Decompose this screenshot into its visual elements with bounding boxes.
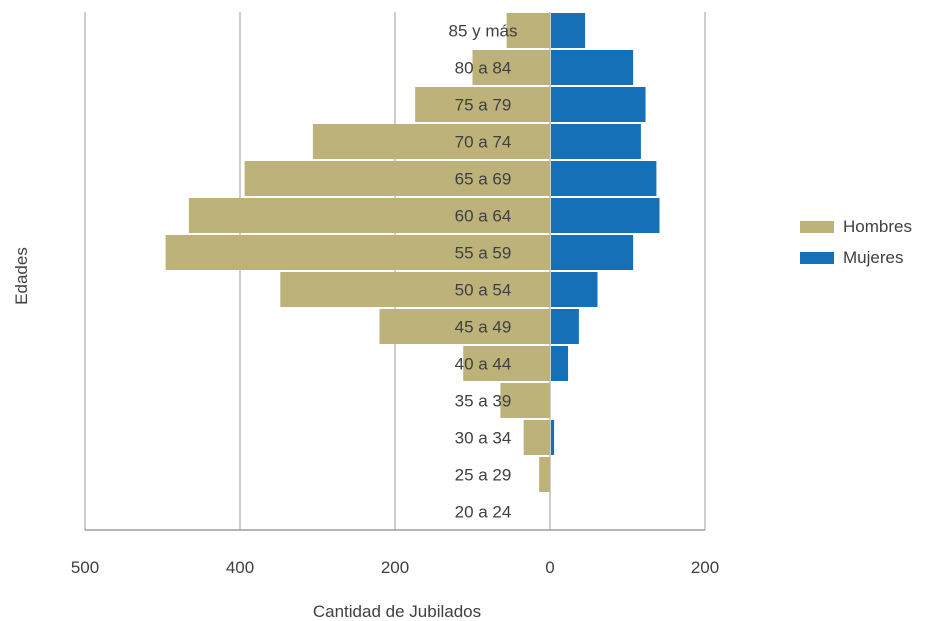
- bar-mujeres-65-a-69: [551, 161, 657, 196]
- category-label: 65 a 69: [455, 170, 512, 189]
- category-label: 40 a 44: [455, 355, 512, 374]
- category-label: 25 a 29: [455, 466, 512, 485]
- x-axis-title: Cantidad de Jubilados: [313, 602, 481, 621]
- x-tick-label: 0: [545, 558, 554, 577]
- bars: [165, 13, 660, 492]
- bar-mujeres-60-a-64: [551, 198, 660, 233]
- bar-mujeres-50-a-54: [551, 272, 598, 307]
- bar-hombres-30-a-34: [523, 420, 550, 455]
- category-label: 55 a 59: [455, 244, 512, 263]
- category-label: 50 a 54: [455, 281, 512, 300]
- bar-mujeres-85-y-mas: [551, 13, 586, 48]
- category-labels: 85 y más 80 a 84 75 a 79 70 a 74 65 a 69 60 a…: [449, 22, 518, 522]
- bar-hombres-80-a-84: [472, 50, 550, 85]
- legend-swatch-hombres: [800, 221, 834, 233]
- bar-mujeres-45-a-49: [551, 309, 579, 344]
- category-label: 85 y más: [449, 22, 518, 41]
- bar-hombres-65-a-69: [244, 161, 550, 196]
- legend-label-hombres: Hombres: [843, 217, 912, 236]
- x-axis: 500 400 200 0 200: [71, 529, 719, 577]
- x-tick-label: 200: [381, 558, 409, 577]
- category-label: 75 a 79: [455, 96, 512, 115]
- bar-mujeres-30-a-34: [551, 420, 555, 455]
- bar-hombres-50-a-54: [280, 272, 550, 307]
- category-label: 20 a 24: [455, 503, 512, 522]
- y-axis-title: Edades: [12, 247, 31, 305]
- legend-item-hombres: Hombres: [800, 214, 912, 240]
- category-label: 45 a 49: [455, 318, 512, 337]
- x-tick-label: 200: [691, 558, 719, 577]
- legend-item-mujeres: Mujeres: [800, 245, 912, 271]
- x-tick-label: 500: [71, 558, 99, 577]
- bar-hombres-85-y-mas: [506, 13, 550, 48]
- bar-hombres-55-a-59: [165, 235, 550, 270]
- bar-hombres-40-a-44: [463, 346, 550, 381]
- category-label: 70 a 74: [455, 133, 512, 152]
- category-label: 80 a 84: [455, 59, 512, 78]
- bar-hombres-75-a-79: [415, 87, 550, 122]
- bar-mujeres-75-a-79: [551, 87, 646, 122]
- bar-mujeres-70-a-74: [551, 124, 641, 159]
- legend-swatch-mujeres: [800, 252, 834, 264]
- category-label: 35 a 39: [455, 392, 512, 411]
- category-label: 60 a 64: [455, 207, 512, 226]
- bar-mujeres-55-a-59: [551, 235, 634, 270]
- bar-hombres-70-a-74: [312, 124, 550, 159]
- x-tick-label: 400: [226, 558, 254, 577]
- bar-hombres-60-a-64: [188, 198, 550, 233]
- legend: Hombres Mujeres: [800, 214, 912, 276]
- bar-hombres-45-a-49: [379, 309, 550, 344]
- legend-label-mujeres: Mujeres: [843, 248, 904, 267]
- bar-mujeres-80-a-84: [551, 50, 634, 85]
- bar-hombres-25-a-29: [539, 457, 550, 492]
- bar-mujeres-40-a-44: [551, 346, 569, 381]
- category-label: 30 a 34: [455, 429, 512, 448]
- bar-hombres-35-a-39: [500, 383, 550, 418]
